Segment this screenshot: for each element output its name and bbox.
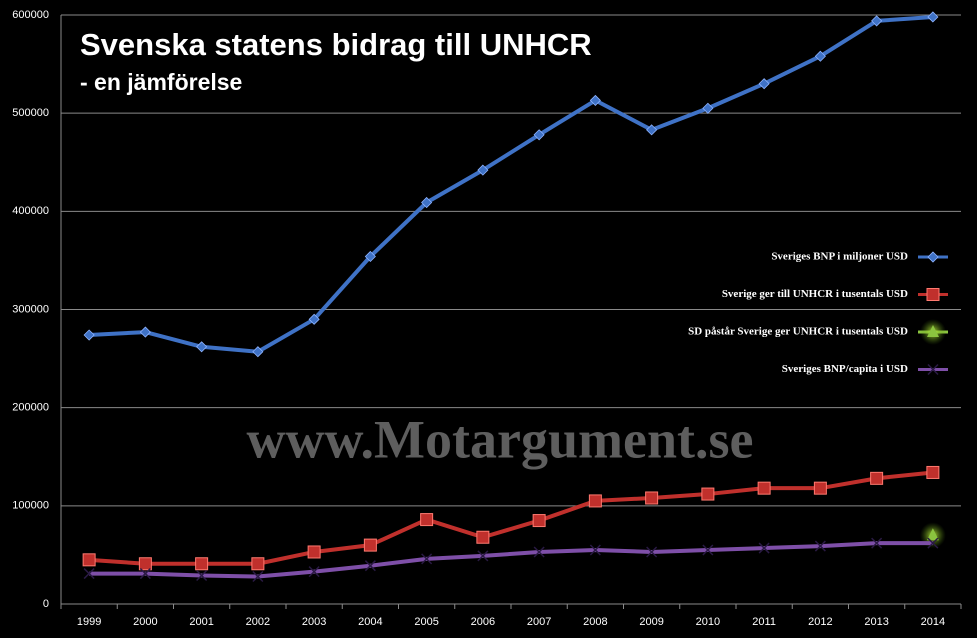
marker	[814, 540, 826, 552]
marker	[139, 568, 151, 580]
marker	[927, 363, 939, 376]
x-tick-label: 2002	[246, 616, 270, 628]
grid	[60, 14, 962, 609]
marker	[588, 494, 602, 508]
y-tick-label: 0	[43, 598, 49, 610]
marker	[308, 313, 320, 325]
marker	[477, 164, 489, 176]
marker	[196, 570, 208, 582]
x-tick-label: 2004	[358, 616, 382, 628]
marker	[532, 514, 546, 528]
marker	[196, 341, 208, 353]
marker	[363, 538, 377, 552]
marker	[589, 544, 601, 556]
marker	[757, 481, 771, 495]
x-tick-label: 2007	[527, 616, 551, 628]
marker	[307, 545, 321, 559]
marker	[646, 124, 658, 136]
marker	[645, 491, 659, 505]
marker	[814, 50, 826, 62]
marker	[533, 546, 545, 558]
marker	[421, 553, 433, 565]
marker	[870, 471, 884, 485]
marker	[251, 557, 265, 571]
marker	[252, 570, 264, 583]
marker	[476, 530, 490, 544]
marker	[533, 129, 545, 141]
marker	[702, 544, 714, 556]
marker	[927, 251, 939, 263]
marker	[813, 481, 827, 495]
marker	[138, 557, 152, 571]
marker	[646, 546, 658, 558]
marker	[702, 102, 714, 114]
marker	[252, 346, 264, 358]
series-line	[88, 470, 934, 566]
x-tick-label: 2001	[189, 616, 213, 628]
marker	[926, 465, 940, 479]
y-tick-label: 100000	[12, 500, 49, 512]
marker	[83, 568, 95, 580]
chart-subtitle: - en jämförelse	[80, 69, 242, 95]
legend-label: Sveriges BNP/capita i USD	[782, 363, 908, 375]
x-tick-label: 2008	[583, 616, 607, 628]
marker	[477, 550, 489, 562]
y-tick-label: 600000	[12, 9, 49, 21]
x-tick-label: 2005	[414, 616, 438, 628]
marker	[927, 11, 939, 23]
legend-label: Sverige ger till UNHCR i tusentals USD	[722, 288, 908, 300]
y-tick-label: 400000	[12, 205, 49, 217]
legend-label: SD påstår Sverige ger UNHCR i tusentals …	[688, 326, 908, 338]
marker	[758, 78, 770, 90]
marker	[195, 557, 209, 571]
marker	[871, 537, 883, 549]
marker	[364, 250, 376, 263]
marker	[589, 94, 601, 106]
marker	[139, 326, 151, 338]
series-line	[89, 541, 933, 579]
x-tick-label: 2009	[639, 616, 663, 628]
x-tick-label: 2003	[302, 616, 326, 628]
chart-title: Svenska statens bidrag till UNHCR	[80, 27, 592, 62]
marker	[758, 542, 770, 554]
marker	[926, 288, 940, 301]
x-tick-label: 2013	[864, 616, 888, 628]
marker	[83, 329, 95, 341]
y-tick-label: 200000	[12, 402, 49, 414]
x-tick-label: 1999	[77, 616, 101, 628]
marker	[927, 537, 939, 549]
x-tick-label: 2010	[696, 616, 720, 628]
y-tick-label: 300000	[12, 303, 49, 315]
marker	[871, 15, 883, 27]
x-tick-label: 2000	[133, 616, 157, 628]
series-line	[89, 14, 934, 354]
marker	[927, 325, 939, 337]
x-tick-label: 2006	[471, 616, 495, 628]
marker	[364, 560, 376, 572]
x-tick-label: 2011	[752, 616, 776, 628]
marker	[82, 553, 96, 567]
marker	[420, 513, 434, 527]
marker	[421, 196, 433, 209]
x-tick-label: 2014	[921, 616, 945, 628]
x-tick-label: 2012	[808, 616, 832, 628]
y-tick-label: 500000	[12, 107, 49, 119]
watermark: www.Motargument.se	[247, 409, 754, 469]
marker	[308, 566, 320, 578]
marker	[926, 528, 939, 541]
legend-label: Sveriges BNP i miljoner USD	[771, 251, 908, 263]
marker	[701, 487, 715, 501]
